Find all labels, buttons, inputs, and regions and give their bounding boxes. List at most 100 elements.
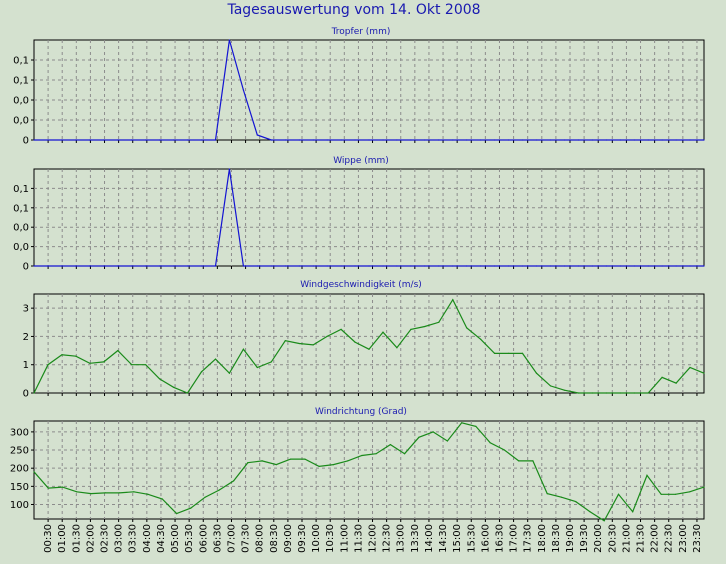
data-point (452, 299, 454, 301)
data-point (689, 139, 691, 141)
data-point (228, 372, 230, 374)
x-tick-label: 19:00 (565, 524, 576, 553)
x-tick-label: 17:00 (509, 524, 520, 553)
data-point (563, 389, 566, 391)
data-point (605, 265, 607, 267)
y-tick-label: 150 (10, 482, 29, 493)
data-point (75, 265, 77, 267)
data-point (675, 139, 677, 141)
data-point (563, 139, 566, 141)
data-point (549, 265, 552, 267)
data-point (480, 265, 482, 267)
data-point (214, 139, 217, 141)
data-point (247, 462, 249, 464)
x-tick-label: 18:00 (537, 524, 548, 553)
data-point (76, 491, 78, 493)
data-point (47, 364, 49, 366)
data-point (382, 331, 384, 333)
data-point (161, 498, 163, 500)
data-point (647, 139, 649, 141)
data-point (290, 458, 292, 460)
x-tick-label: 03:00 (114, 524, 125, 553)
x-tick-label: 13:30 (410, 524, 421, 553)
data-point (261, 460, 263, 462)
data-point (354, 139, 356, 141)
data-point (675, 265, 677, 267)
data-point (577, 139, 580, 141)
data-point (284, 265, 286, 267)
data-point (186, 392, 189, 394)
data-point (312, 265, 314, 267)
x-tick-label: 09:00 (283, 524, 294, 553)
data-point (466, 265, 468, 267)
data-point (256, 134, 258, 136)
data-point (332, 464, 334, 466)
x-tick-label: 04:00 (142, 524, 153, 553)
data-point (661, 139, 663, 141)
data-point (298, 265, 300, 267)
data-point (563, 265, 566, 267)
data-point (605, 392, 607, 394)
data-point (591, 392, 593, 394)
data-point (575, 501, 577, 503)
data-point (535, 265, 538, 267)
y-tick-label: 0 (23, 262, 29, 273)
x-tick-label: 00:30 (43, 524, 54, 553)
x-tick-label: 09:30 (297, 524, 308, 553)
data-point (228, 168, 230, 170)
chart-title: Tropfer (mm) (331, 27, 391, 37)
data-point (494, 352, 496, 354)
data-point (703, 372, 705, 374)
data-point (396, 265, 398, 267)
data-point (646, 474, 648, 476)
data-point (190, 507, 192, 509)
x-tick-label: 14:00 (424, 524, 435, 553)
data-point (242, 348, 244, 350)
data-point (661, 376, 663, 378)
data-point (133, 491, 135, 493)
plot-area (33, 420, 705, 520)
data-point (368, 139, 370, 141)
x-tick-label: 15:00 (452, 524, 463, 553)
x-tick-label: 23:30 (692, 524, 703, 553)
data-point (256, 366, 258, 369)
data-point (242, 265, 244, 267)
data-point (424, 139, 426, 141)
data-point (242, 89, 244, 91)
data-point (61, 265, 63, 267)
data-point (47, 265, 49, 267)
x-tick-label: 12:30 (382, 524, 393, 553)
data-point (503, 449, 505, 451)
x-tick-label: 04:30 (156, 524, 167, 553)
plot-area (33, 293, 705, 394)
data-point (47, 139, 49, 141)
y-tick-label: 1 (23, 360, 29, 371)
data-point (326, 335, 328, 337)
data-point (104, 492, 106, 494)
data-point (632, 511, 634, 513)
data-point (633, 139, 635, 141)
data-point (200, 265, 203, 267)
x-tick-label: 10:30 (325, 524, 336, 553)
data-point (159, 139, 161, 141)
x-tick-label: 17:30 (523, 524, 534, 553)
x-tick-label: 07:00 (226, 524, 237, 553)
data-point (438, 139, 440, 141)
data-point (354, 265, 356, 267)
data-point (475, 425, 477, 427)
data-point (117, 139, 119, 141)
x-tick-label: 03:30 (128, 524, 139, 553)
data-point (33, 139, 35, 141)
data-point (275, 464, 277, 466)
chart-title: Windgeschwindigkeit (m/s) (300, 280, 422, 290)
x-tick-label: 14:30 (438, 524, 449, 553)
x-tick-label: 20:00 (593, 524, 604, 553)
data-point (340, 265, 342, 267)
y-tick-label: 0,1 (13, 203, 29, 214)
x-tick-label: 08:30 (269, 524, 280, 553)
data-point (452, 139, 454, 141)
data-point (418, 436, 420, 438)
x-tick-label: 13:00 (396, 524, 407, 553)
data-point (176, 513, 178, 515)
